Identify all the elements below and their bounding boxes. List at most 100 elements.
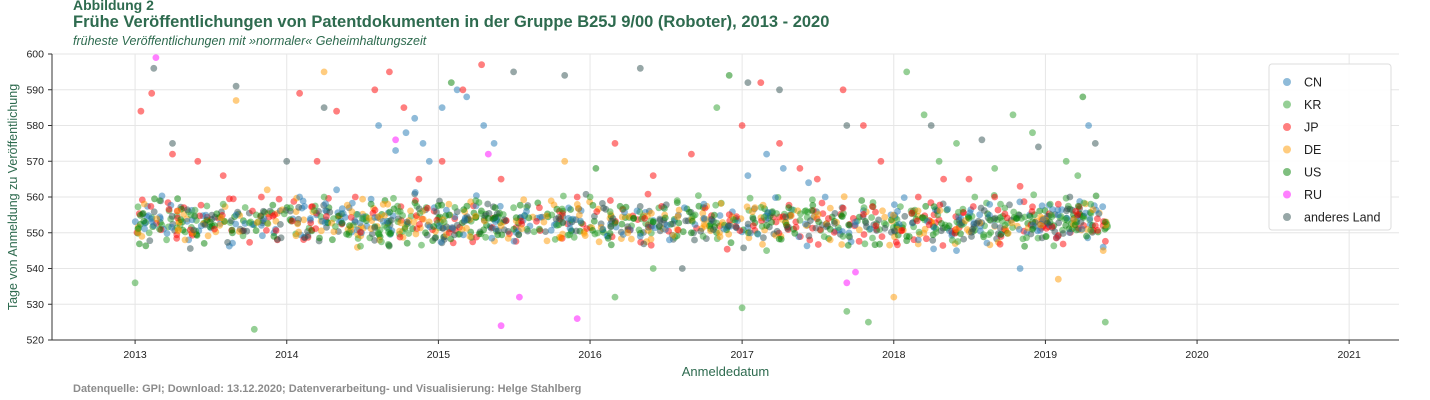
- data-point: [277, 221, 284, 228]
- data-point: [674, 197, 681, 204]
- data-point: [840, 205, 847, 212]
- data-point: [873, 222, 880, 229]
- data-point: [575, 205, 582, 212]
- data-point: [349, 208, 356, 215]
- data-point: [182, 237, 189, 244]
- legend-label: CN: [1304, 76, 1322, 90]
- data-point: [608, 241, 615, 248]
- data-point: [1044, 220, 1051, 227]
- data-point: [998, 231, 1005, 238]
- data-point: [806, 233, 813, 240]
- data-point: [915, 194, 922, 201]
- data-point: [371, 86, 378, 93]
- data-point: [869, 235, 876, 242]
- data-point: [899, 227, 906, 234]
- data-point: [492, 204, 499, 211]
- data-point: [548, 198, 555, 205]
- data-point: [747, 230, 754, 237]
- data-point: [776, 236, 783, 243]
- data-point: [352, 194, 359, 201]
- data-point: [758, 204, 765, 211]
- data-point: [417, 210, 424, 217]
- data-point: [813, 225, 820, 232]
- data-point: [276, 196, 283, 203]
- x-tick-label: 2018: [882, 349, 906, 361]
- data-point: [359, 215, 366, 222]
- data-point: [536, 226, 543, 233]
- data-point: [712, 202, 719, 209]
- data-point: [448, 79, 455, 86]
- data-point: [879, 233, 886, 240]
- data-point: [311, 207, 318, 214]
- data-point: [293, 232, 300, 239]
- data-point: [446, 201, 453, 208]
- data-point: [1055, 201, 1062, 208]
- data-point: [269, 202, 276, 209]
- data-point: [1002, 222, 1009, 229]
- data-point: [413, 231, 420, 238]
- data-point: [246, 220, 253, 227]
- data-point: [316, 235, 323, 242]
- data-point: [1006, 201, 1013, 208]
- data-point: [607, 230, 614, 237]
- data-point: [295, 204, 302, 211]
- data-point: [230, 196, 237, 203]
- data-point: [553, 222, 560, 229]
- data-point: [681, 204, 688, 211]
- data-point: [253, 227, 260, 234]
- data-point: [916, 229, 923, 236]
- data-point: [281, 210, 288, 217]
- data-point: [745, 172, 752, 179]
- data-point: [966, 215, 973, 222]
- data-point: [501, 216, 508, 223]
- data-point: [187, 212, 194, 219]
- data-point: [1002, 211, 1009, 218]
- data-point: [949, 237, 956, 244]
- data-point: [264, 186, 271, 193]
- data-point: [307, 215, 314, 222]
- data-point: [173, 235, 180, 242]
- data-point: [153, 215, 160, 222]
- data-point: [845, 233, 852, 240]
- data-point: [1047, 201, 1054, 208]
- y-tick-label: 600: [26, 49, 44, 61]
- data-point: [805, 179, 812, 186]
- data-point: [339, 205, 346, 212]
- data-point: [552, 236, 559, 243]
- data-point: [484, 201, 491, 208]
- data-point: [424, 205, 431, 212]
- data-point: [666, 237, 673, 244]
- data-point: [637, 233, 644, 240]
- data-point: [156, 226, 163, 233]
- data-point: [174, 208, 181, 215]
- x-tick-label: 2014: [275, 349, 299, 361]
- data-point: [986, 201, 993, 208]
- data-point: [392, 147, 399, 154]
- data-point: [1010, 111, 1017, 118]
- data-point: [865, 319, 872, 326]
- data-point: [1017, 183, 1024, 190]
- data-point: [780, 165, 787, 172]
- data-point: [695, 192, 702, 199]
- data-point: [940, 176, 947, 183]
- data-point: [679, 265, 686, 272]
- data-point: [940, 242, 947, 249]
- data-point: [903, 233, 910, 240]
- data-point: [533, 218, 540, 225]
- data-point: [1010, 209, 1017, 216]
- data-point: [516, 294, 523, 301]
- data-point: [879, 207, 886, 214]
- data-point: [548, 227, 555, 234]
- data-point: [1092, 222, 1099, 229]
- data-point: [378, 238, 385, 245]
- data-point: [725, 222, 732, 229]
- data-point: [915, 237, 922, 244]
- data-point: [815, 219, 822, 226]
- data-point: [148, 90, 155, 97]
- data-point: [856, 238, 863, 245]
- y-tick-label: 580: [26, 120, 44, 132]
- data-point: [1072, 208, 1079, 215]
- data-point: [478, 61, 485, 68]
- data-point: [511, 238, 518, 245]
- x-tick-label: 2013: [123, 349, 147, 361]
